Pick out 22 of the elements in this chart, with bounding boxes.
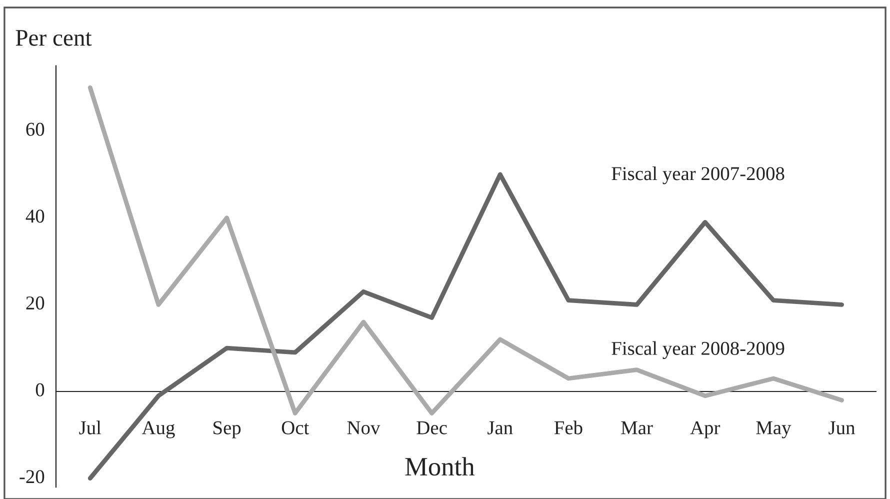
y-tick-label: 60 [26, 122, 44, 136]
line-series [88, 85, 844, 416]
y-tick-label: 0 [36, 383, 44, 396]
y-tick-label: 20 [26, 296, 44, 310]
x-tick-label: May [756, 421, 792, 438]
x-tick-label: Sep [214, 421, 241, 438]
x-tick-label: Jun [828, 421, 855, 434]
series-label: Fiscal year 2008-2009 [612, 341, 784, 359]
x-tick-label: Jul [79, 420, 102, 434]
text: Fiscal year 2007-2008 [612, 166, 784, 184]
y-axis-title: Per cent [16, 30, 92, 46]
x-tick-label: Oct [282, 421, 310, 434]
x-tick-label: Aug [142, 421, 175, 438]
x-tick-label: Jan [488, 421, 513, 434]
x-tick-label: Nov [347, 421, 380, 434]
y-tick-label: -20 [20, 470, 44, 484]
x-axis-title: Month [405, 457, 475, 476]
x-tick-label: Feb [554, 420, 582, 434]
x-tick-label: Dec [416, 421, 447, 434]
y-tick-label: 40 [26, 210, 44, 223]
x-tick-label: Mar [621, 421, 653, 434]
x-tick-label: Apr [690, 421, 720, 438]
